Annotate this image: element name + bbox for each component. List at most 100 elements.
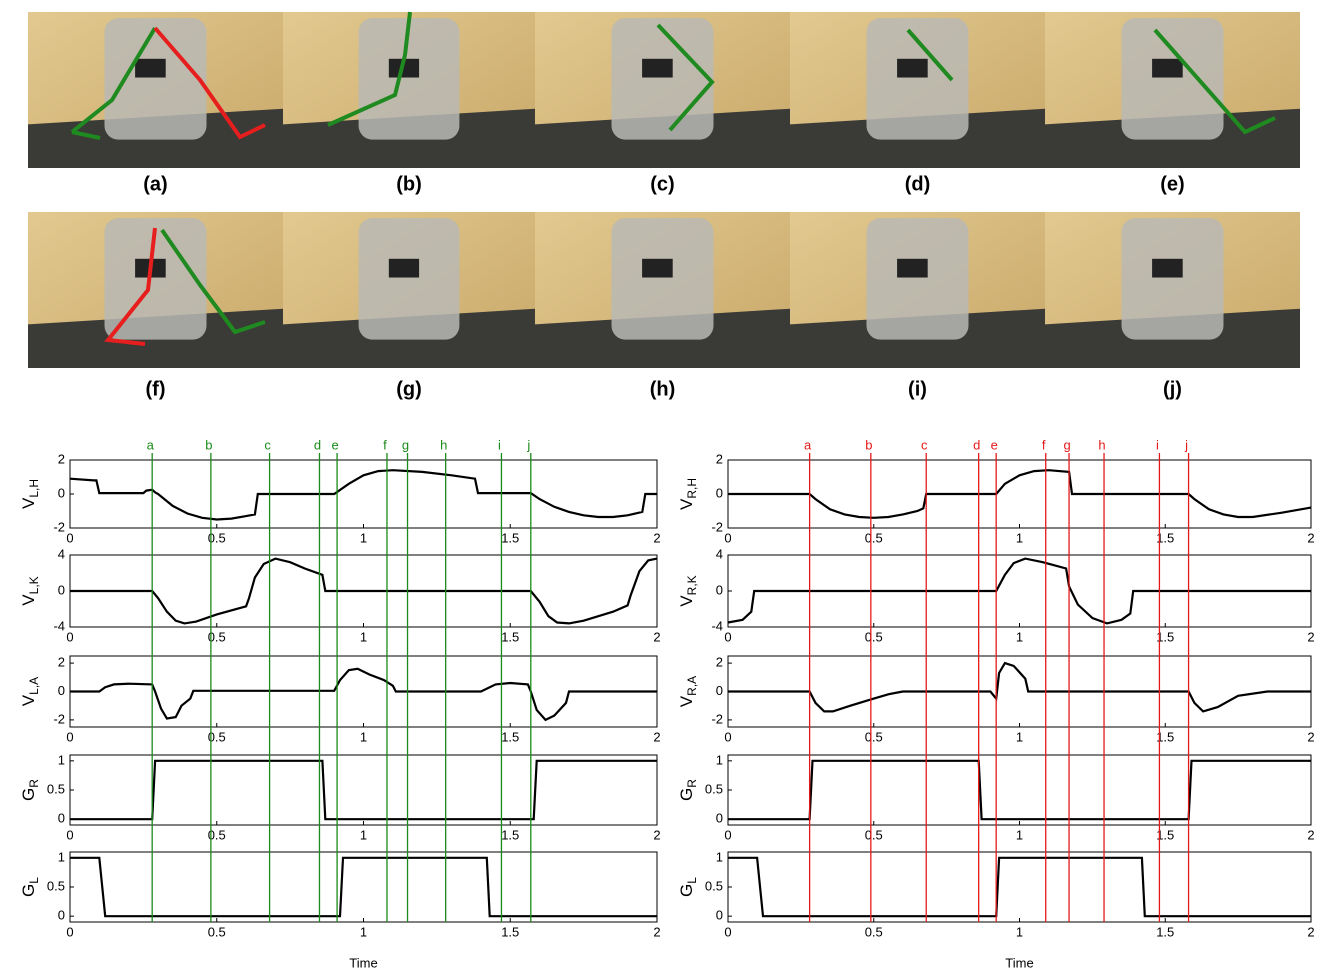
y-tick-label: 2 (58, 451, 65, 466)
y-axis-label-main: V (677, 498, 696, 510)
robot-part (135, 59, 166, 78)
subplot: 00.511.52-202VL,H (19, 451, 660, 545)
y-axis-label-main: G (677, 884, 696, 897)
x-tick-label: 1.5 (1156, 924, 1174, 939)
y-tick-label: 1 (58, 849, 65, 864)
y-tick-label: 0 (716, 582, 723, 597)
event-label: f (383, 437, 387, 452)
robot (1122, 18, 1224, 140)
data-line (728, 559, 1311, 624)
y-tick-label: 0 (58, 582, 65, 597)
y-axis-label-main: G (19, 788, 38, 801)
photo-caption: (g) (396, 378, 422, 400)
y-axis-label-sub: R,K (685, 575, 699, 595)
x-tick-label: 0 (66, 827, 73, 842)
y-axis-label-sub: L (685, 877, 699, 884)
y-tick-label: -2 (711, 519, 723, 534)
y-axis-label-main: V (677, 595, 696, 607)
robot-part (1152, 259, 1183, 278)
data-line (728, 663, 1311, 711)
x-tick-label: 2 (653, 530, 660, 545)
y-tick-label: 2 (716, 655, 723, 670)
y-tick-label: 4 (58, 546, 65, 561)
y-axis-label: GL (677, 877, 699, 897)
y-axis-label-sub: L,H (27, 479, 41, 498)
data-line (70, 470, 657, 519)
y-axis-label: GR (19, 779, 41, 801)
subplot: 00.511.52-202VL,A (19, 655, 660, 745)
photo-caption: (e) (1160, 173, 1184, 195)
y-axis-label-main: V (19, 694, 38, 706)
y-axis-label: VR,A (677, 676, 699, 707)
x-tick-label: 0 (724, 729, 731, 744)
x-tick-label: 2 (653, 629, 660, 644)
event-label: h (1098, 437, 1105, 452)
photo-caption: (f) (146, 378, 166, 400)
y-axis-label: VR,H (677, 478, 699, 510)
subplot: 00.511.52-404VL,K (19, 546, 660, 644)
y-tick-label: 0 (58, 908, 65, 923)
subplot: 00.511.5200.51GLTime (19, 849, 660, 970)
y-tick-label: 2 (58, 655, 65, 670)
y-axis-label-main: V (19, 497, 38, 509)
y-tick-label: 0 (716, 908, 723, 923)
robot-part (897, 59, 928, 78)
y-axis-label-sub: R,A (685, 676, 699, 696)
event-label: b (205, 437, 212, 452)
x-tick-label: 0 (66, 729, 73, 744)
event-label: i (498, 437, 501, 452)
event-label: a (147, 437, 155, 452)
x-tick-label: 2 (653, 729, 660, 744)
x-axis-label: Time (349, 955, 377, 970)
event-label: d (973, 437, 980, 452)
y-tick-label: 0 (716, 485, 723, 500)
y-tick-label: -2 (53, 519, 65, 534)
x-tick-label: 2 (1307, 530, 1314, 545)
x-tick-label: 1 (360, 924, 367, 939)
y-tick-label: 2 (716, 451, 723, 466)
y-axis-label: GR (677, 779, 699, 801)
photo-caption: (b) (396, 173, 422, 195)
x-tick-label: 0 (66, 629, 73, 644)
robot (105, 18, 207, 140)
x-tick-label: 0.5 (865, 729, 883, 744)
subplot: 00.511.5200.51GR (19, 752, 660, 842)
x-tick-label: 1 (1016, 729, 1023, 744)
y-axis-label-main: V (677, 695, 696, 707)
y-axis-label-main: G (677, 788, 696, 801)
data-line (728, 470, 1311, 518)
robot-part (897, 259, 928, 278)
robot (612, 218, 714, 340)
y-tick-label: 0 (716, 811, 723, 826)
y-axis-label-sub: L,A (27, 677, 41, 695)
event-label: c (264, 437, 271, 452)
x-tick-label: 0 (724, 924, 731, 939)
photo-caption: (i) (908, 378, 927, 400)
x-tick-label: 1.5 (501, 729, 519, 744)
photo-caption: (a) (143, 173, 167, 195)
axes-box (728, 460, 1311, 528)
event-label: g (402, 437, 409, 452)
y-axis-label-sub: R,H (685, 478, 699, 499)
y-tick-label: -2 (711, 711, 723, 726)
y-axis-label: GL (19, 877, 41, 897)
y-axis-label-sub: L (27, 877, 41, 884)
y-axis-label: VL,A (19, 677, 41, 706)
x-tick-label: 0.5 (865, 827, 883, 842)
y-tick-label: 0 (58, 485, 65, 500)
event-label: d (314, 437, 321, 452)
axes-box (70, 852, 657, 922)
x-tick-label: 1.5 (501, 827, 519, 842)
y-tick-label: 0 (58, 811, 65, 826)
x-tick-label: 0.5 (865, 924, 883, 939)
event-label: e (991, 437, 998, 452)
x-tick-label: 1 (360, 629, 367, 644)
data-line (70, 761, 657, 819)
y-tick-label: 4 (716, 546, 723, 561)
event-label: a (804, 437, 812, 452)
x-tick-label: 2 (1307, 629, 1314, 644)
x-tick-label: 0 (66, 924, 73, 939)
y-tick-label: 1 (716, 849, 723, 864)
robot (359, 218, 460, 340)
data-line (70, 669, 657, 720)
